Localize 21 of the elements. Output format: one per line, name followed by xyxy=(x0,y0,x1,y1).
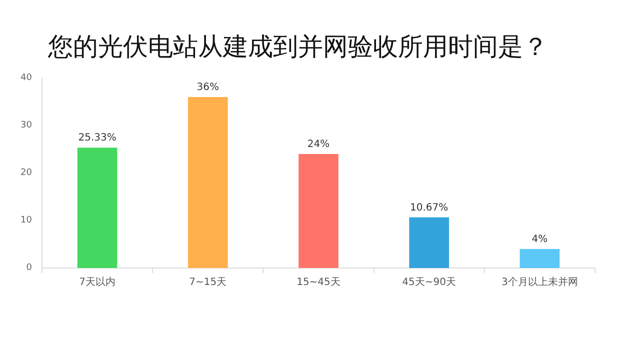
bar xyxy=(298,154,338,268)
data-label: 25.33% xyxy=(78,132,116,144)
y-tick-label: 0 xyxy=(26,263,32,273)
y-tick-label: 40 xyxy=(20,73,32,83)
bar xyxy=(520,249,560,268)
data-label: 10.67% xyxy=(410,202,448,214)
data-label: 4% xyxy=(532,234,548,245)
bar xyxy=(77,148,118,268)
x-tick-label: 45天~90天 xyxy=(402,277,456,288)
y-tick-label: 10 xyxy=(20,216,32,226)
data-label: 36% xyxy=(196,82,220,93)
chart-title: 您的光伏电站从建成到并网验收所用时间是？ xyxy=(47,32,548,61)
x-tick-label: 7~15天 xyxy=(189,277,227,288)
x-tick-label: 7天以内 xyxy=(79,276,116,288)
x-tick-label: 15~45天 xyxy=(296,277,340,288)
y-tick-label: 30 xyxy=(20,120,32,130)
data-label: 24% xyxy=(307,139,330,150)
bar xyxy=(409,217,450,268)
bar xyxy=(188,97,228,268)
y-tick-label: 20 xyxy=(20,168,32,178)
x-tick-label: 3个月以上未并网 xyxy=(502,276,578,288)
